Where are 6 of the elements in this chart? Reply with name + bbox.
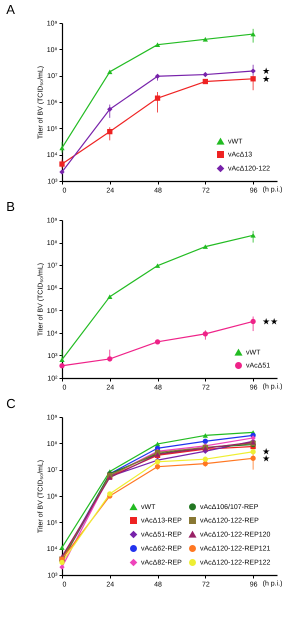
- chart-title: C: [6, 396, 16, 411]
- chart-title: A: [6, 2, 16, 17]
- annotation: ★★: [262, 317, 278, 328]
- chart-title: B: [6, 199, 15, 214]
- annotation: ★: [262, 67, 270, 78]
- annotation: ★: [262, 74, 270, 85]
